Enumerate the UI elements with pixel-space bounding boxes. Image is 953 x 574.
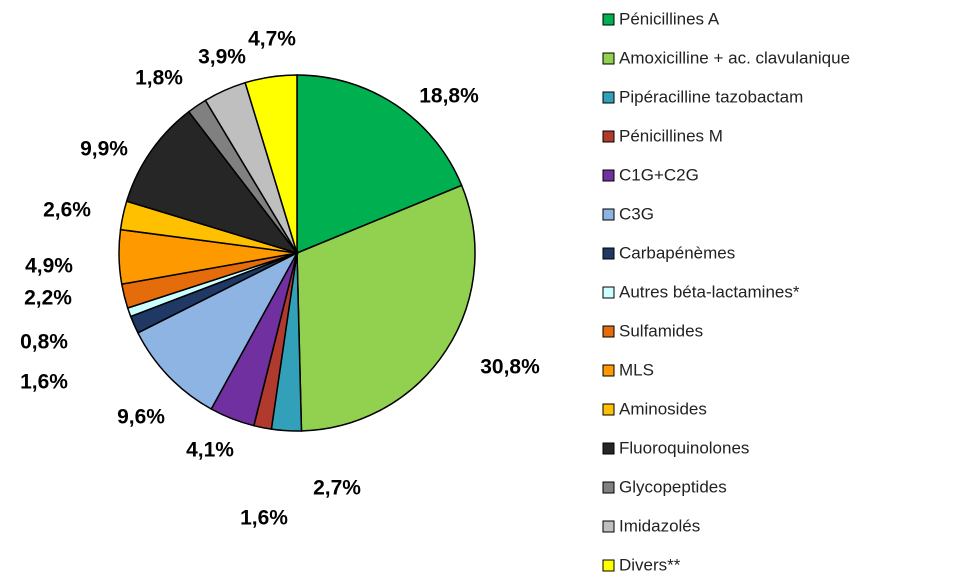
- legend-label: Pipéracilline tazobactam: [619, 87, 803, 106]
- legend-label: Autres béta-lactamines*: [619, 282, 800, 301]
- value-label: 4,1%: [186, 439, 234, 462]
- value-label: 1,6%: [240, 507, 288, 530]
- value-label: 2,6%: [43, 199, 91, 222]
- legend-swatch: [602, 364, 615, 377]
- legend-swatch: [602, 91, 615, 104]
- legend-swatch: [602, 169, 615, 182]
- pie-slice: [244, 74, 298, 254]
- pie-slice: [296, 184, 476, 432]
- pie-slice: [296, 74, 463, 255]
- pie-slice: [125, 110, 300, 255]
- value-label: 2,7%: [313, 477, 361, 500]
- legend-label: C1G+C2G: [619, 165, 699, 184]
- value-label: 9,9%: [80, 138, 128, 161]
- value-label: 2,2%: [24, 287, 72, 310]
- value-label: 1,8%: [135, 67, 183, 90]
- value-label: 0,8%: [20, 331, 68, 354]
- legend-swatch: [602, 130, 615, 143]
- legend-swatch: [602, 13, 615, 26]
- legend-label: Carbapénèmes: [619, 243, 735, 262]
- legend-label: Aminosides: [619, 399, 707, 418]
- legend-label: Pénicillines A: [619, 9, 720, 28]
- pie-slice: [136, 251, 299, 411]
- legend-label: Pénicillines M: [619, 126, 723, 145]
- legend-swatch: [602, 286, 615, 299]
- value-label: 18,8%: [419, 85, 479, 108]
- legend-label: C3G: [619, 204, 654, 223]
- legend-swatch: [602, 442, 615, 455]
- legend-swatch: [602, 325, 615, 338]
- legend-label: Glycopeptides: [619, 477, 727, 496]
- legend-swatch: [602, 403, 615, 416]
- value-label: 3,9%: [198, 46, 246, 69]
- legend-swatch: [602, 52, 615, 65]
- legend-swatch: [602, 559, 615, 572]
- value-label: 1,6%: [20, 371, 68, 394]
- legend-label: MLS: [619, 360, 654, 379]
- legend-swatch: [602, 520, 615, 533]
- legend-label: Amoxicilline + ac. clavulanique: [619, 48, 850, 67]
- legend-label: Imidazolés: [619, 516, 700, 535]
- legend-label: Fluoroquinolones: [619, 438, 749, 457]
- value-label: 4,7%: [248, 28, 296, 51]
- legend-swatch: [602, 481, 615, 494]
- value-label: 30,8%: [480, 356, 540, 379]
- value-label: 9,6%: [117, 406, 165, 429]
- legend-label: Sulfamides: [619, 321, 703, 340]
- legend-label: Divers**: [619, 555, 681, 574]
- value-label: 4,9%: [25, 255, 73, 278]
- legend-swatch: [602, 208, 615, 221]
- legend-swatch: [602, 247, 615, 260]
